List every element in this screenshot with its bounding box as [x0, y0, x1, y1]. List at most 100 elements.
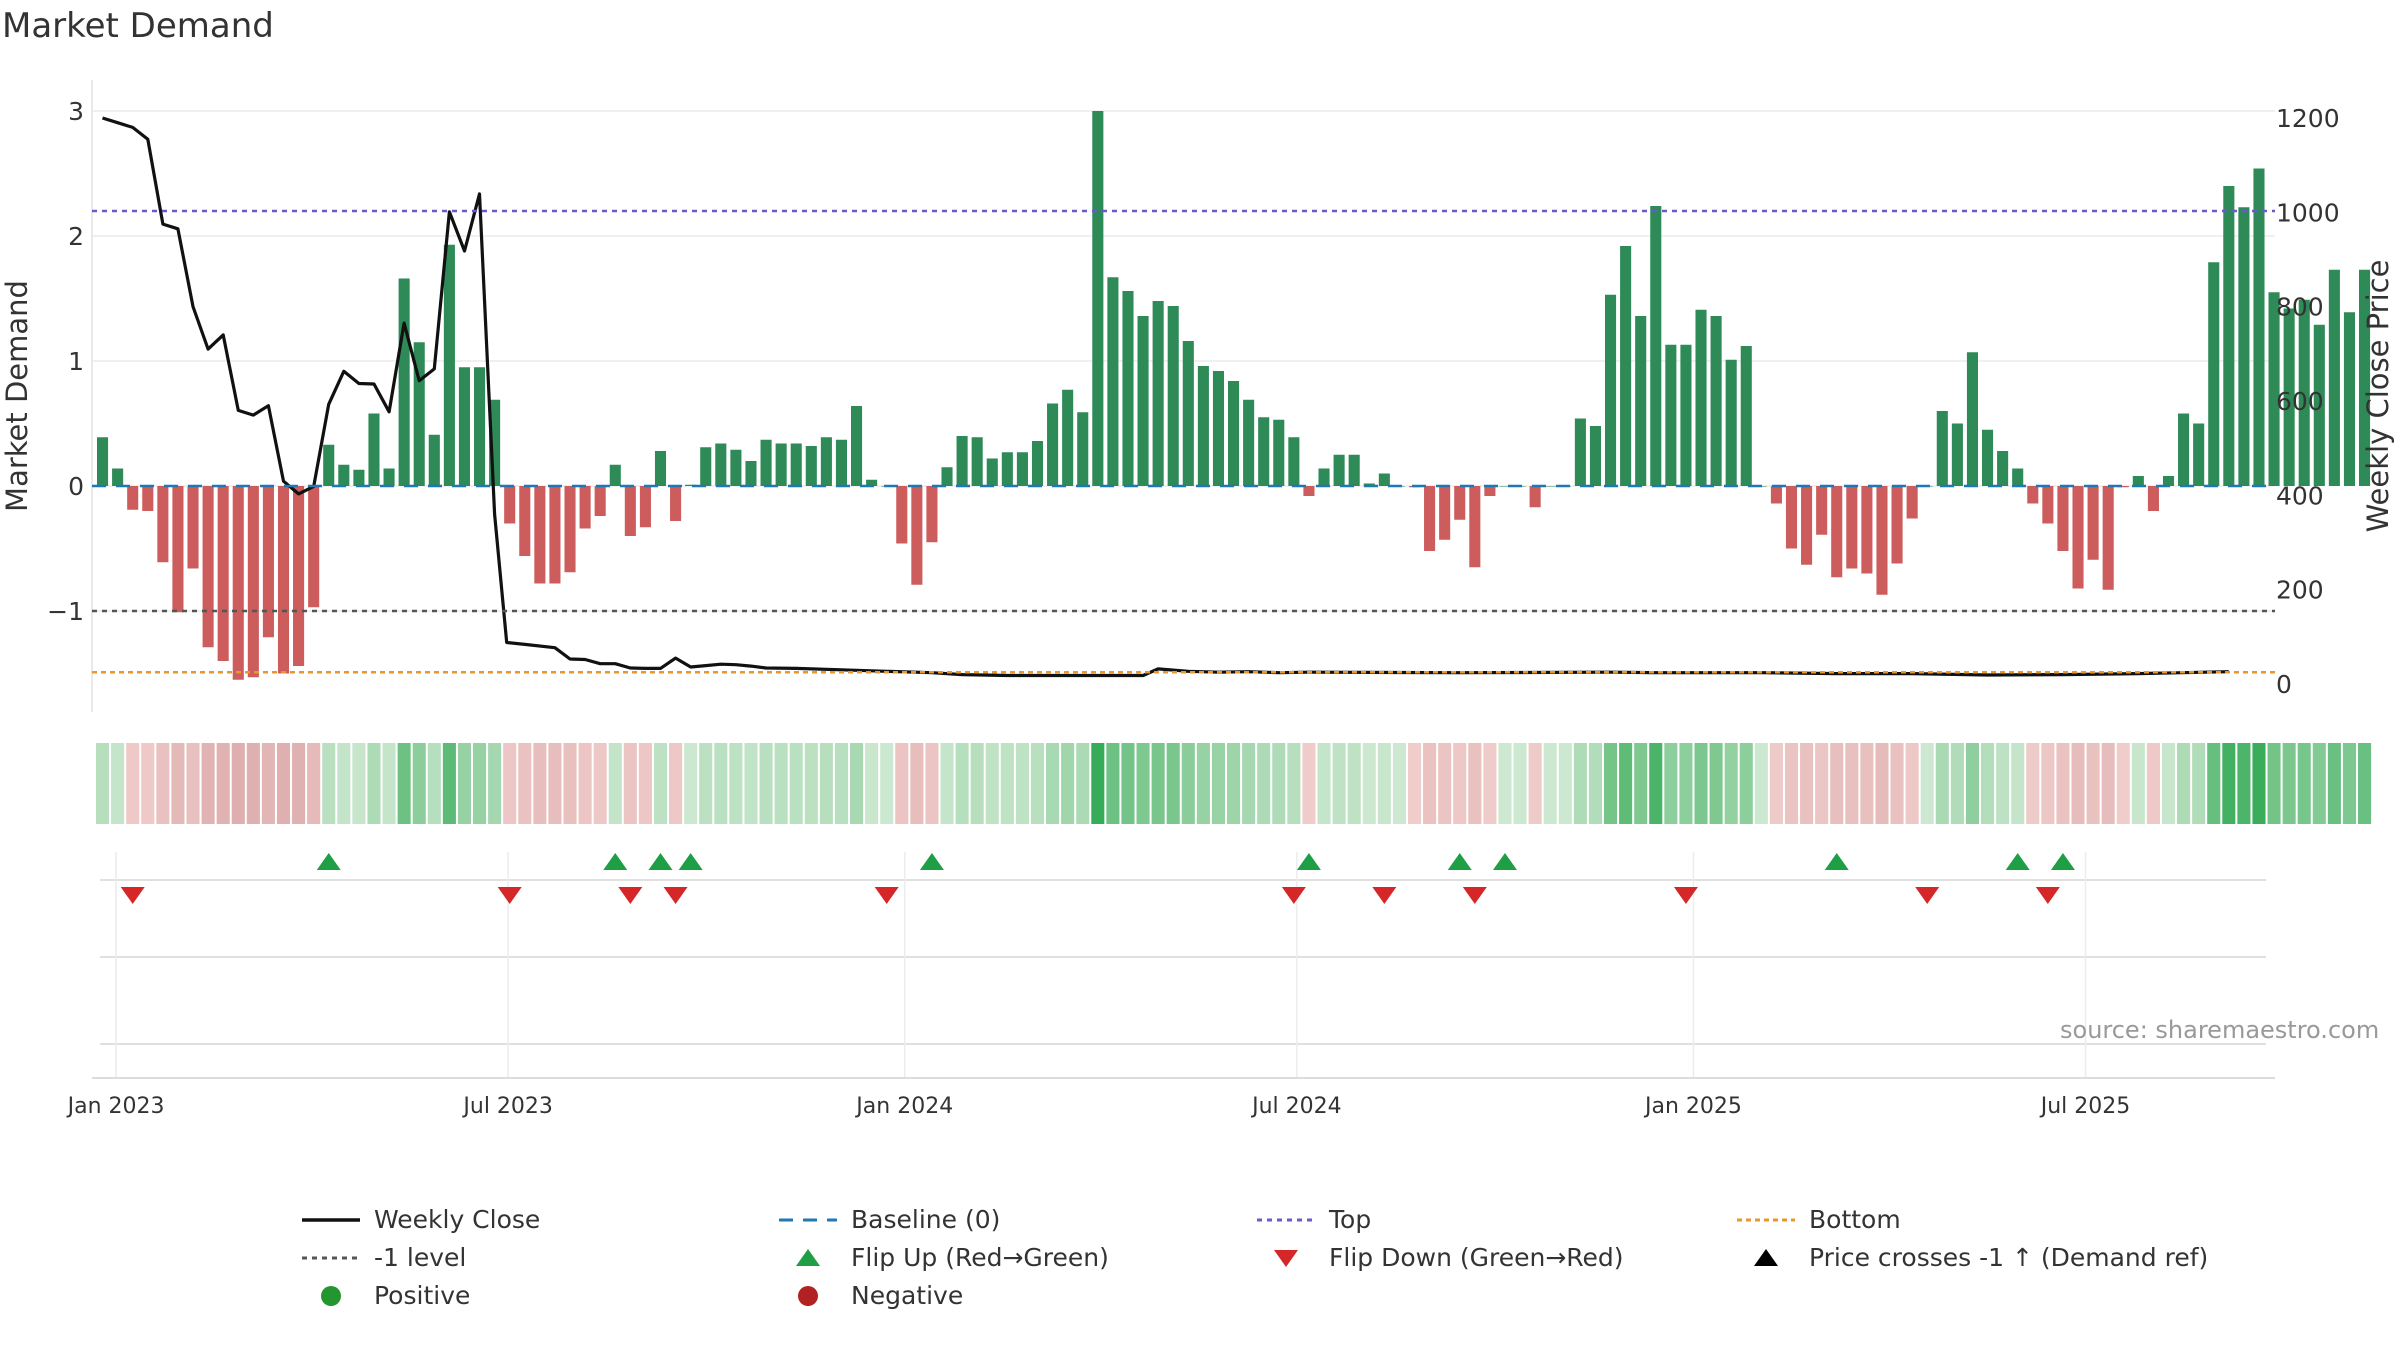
y-tick-label: 3: [68, 97, 84, 126]
y-axis-label: Market Demand: [0, 280, 34, 512]
demand-bar: [579, 486, 591, 529]
legend-label: Negative: [851, 1281, 964, 1310]
heat-cell: [940, 743, 954, 824]
heat-cell: [2252, 743, 2266, 824]
demand-bar: [564, 486, 576, 573]
legend-item: Flip Up (Red→Green): [777, 1243, 1109, 1272]
x-tick-label: Jul 2023: [461, 1094, 553, 1119]
demand-bar: [2208, 262, 2220, 486]
heat-cell: [1935, 743, 1949, 824]
heat-cell: [608, 743, 622, 824]
demand-bar: [2223, 186, 2235, 486]
heat-cell: [2146, 743, 2160, 824]
heat-cell: [759, 743, 773, 824]
demand-bar: [866, 479, 878, 486]
heat-cell: [322, 743, 336, 824]
heat-cell: [1905, 743, 1919, 824]
heat-cell: [1227, 743, 1241, 824]
flip-down-marker: [120, 887, 145, 904]
legend-label: Bottom: [1809, 1205, 1901, 1234]
demand-bar: [112, 468, 124, 486]
demand-bar: [956, 436, 968, 486]
heat-cell: [1694, 743, 1708, 824]
demand-bar: [805, 446, 817, 486]
heat-cell: [412, 743, 426, 824]
demand-bar: [1122, 291, 1134, 486]
level-lines: [92, 209, 2275, 674]
heat-cell: [1121, 743, 1135, 824]
demand-bar: [262, 486, 274, 638]
y-tick-label: −1: [47, 597, 84, 626]
flip-up-marker: [603, 853, 628, 870]
heat-cell: [593, 743, 607, 824]
demand-bar: [1484, 486, 1496, 496]
flip-down-marker: [2035, 887, 2060, 904]
demand-bar: [1831, 486, 1843, 578]
demand-bar: [2178, 413, 2190, 486]
demand-bar: [1589, 426, 1601, 486]
flip-down-marker: [1281, 887, 1306, 904]
demand-bar: [1861, 486, 1873, 574]
heat-cell: [1679, 743, 1693, 824]
demand-bar: [1333, 454, 1345, 486]
heat-cell: [473, 743, 487, 824]
heat-cell: [111, 743, 125, 824]
demand-bar: [639, 486, 651, 528]
heat-cell: [533, 743, 547, 824]
heat-cell: [1815, 743, 1829, 824]
heat-cell: [2342, 743, 2356, 824]
y2-tick-label: 200: [2276, 576, 2324, 605]
demand-bar: [1062, 389, 1074, 486]
heat-cell: [141, 743, 155, 824]
heat-cell: [669, 743, 683, 824]
demand-bar: [1801, 486, 1813, 565]
demand-bar: [549, 486, 561, 584]
x-tick-label: Jul 2024: [1250, 1094, 1342, 1119]
heat-cell: [1890, 743, 1904, 824]
heat-cell: [96, 743, 110, 824]
demand-bar: [127, 486, 139, 510]
legend-item: Flip Down (Green→Red): [1255, 1243, 1624, 1272]
demand-bar: [1092, 111, 1104, 486]
demand-bar: [1077, 412, 1089, 486]
legend-symbol: [300, 1207, 362, 1233]
heat-cell: [1392, 743, 1406, 824]
heat-cell: [850, 743, 864, 824]
heat-cell: [2207, 743, 2221, 824]
heat-cell: [729, 743, 743, 824]
heat-cell: [1257, 743, 1271, 824]
heat-cell: [2116, 743, 2130, 824]
flip-markers: [120, 853, 2075, 904]
y2-tick-label: 0: [2276, 670, 2292, 699]
demand-bar: [941, 467, 953, 486]
heat-cell: [1438, 743, 1452, 824]
heat-cell: [804, 743, 818, 824]
demand-bar: [2313, 324, 2325, 486]
flip-down-marker: [1372, 887, 1397, 904]
heat-cell: [1845, 743, 1859, 824]
demand-bar: [474, 367, 486, 486]
demand-bar: [715, 443, 727, 486]
demand-bar: [1982, 429, 1994, 486]
heat-cell: [1030, 743, 1045, 824]
heat-cell: [714, 743, 728, 824]
demand-bar: [1785, 486, 1798, 549]
heat-cell: [1000, 743, 1014, 824]
demand-bar: [685, 484, 697, 486]
demand-bar: [1107, 277, 1119, 486]
demand-bar: [323, 444, 335, 486]
flip-down-marker: [1673, 887, 1698, 904]
demand-bar: [2072, 486, 2084, 589]
demand-bar: [1047, 403, 1059, 486]
heat-cell: [1784, 743, 1799, 824]
heat-cell: [744, 743, 758, 824]
heat-cell: [156, 743, 170, 824]
legend-symbol: [1735, 1207, 1797, 1233]
demand-bar: [1574, 418, 1586, 486]
demand-bar: [2132, 476, 2144, 486]
demand-bar: [1997, 451, 2009, 486]
demand-bar: [1966, 352, 1978, 486]
legend-label: -1 level: [374, 1243, 467, 1272]
